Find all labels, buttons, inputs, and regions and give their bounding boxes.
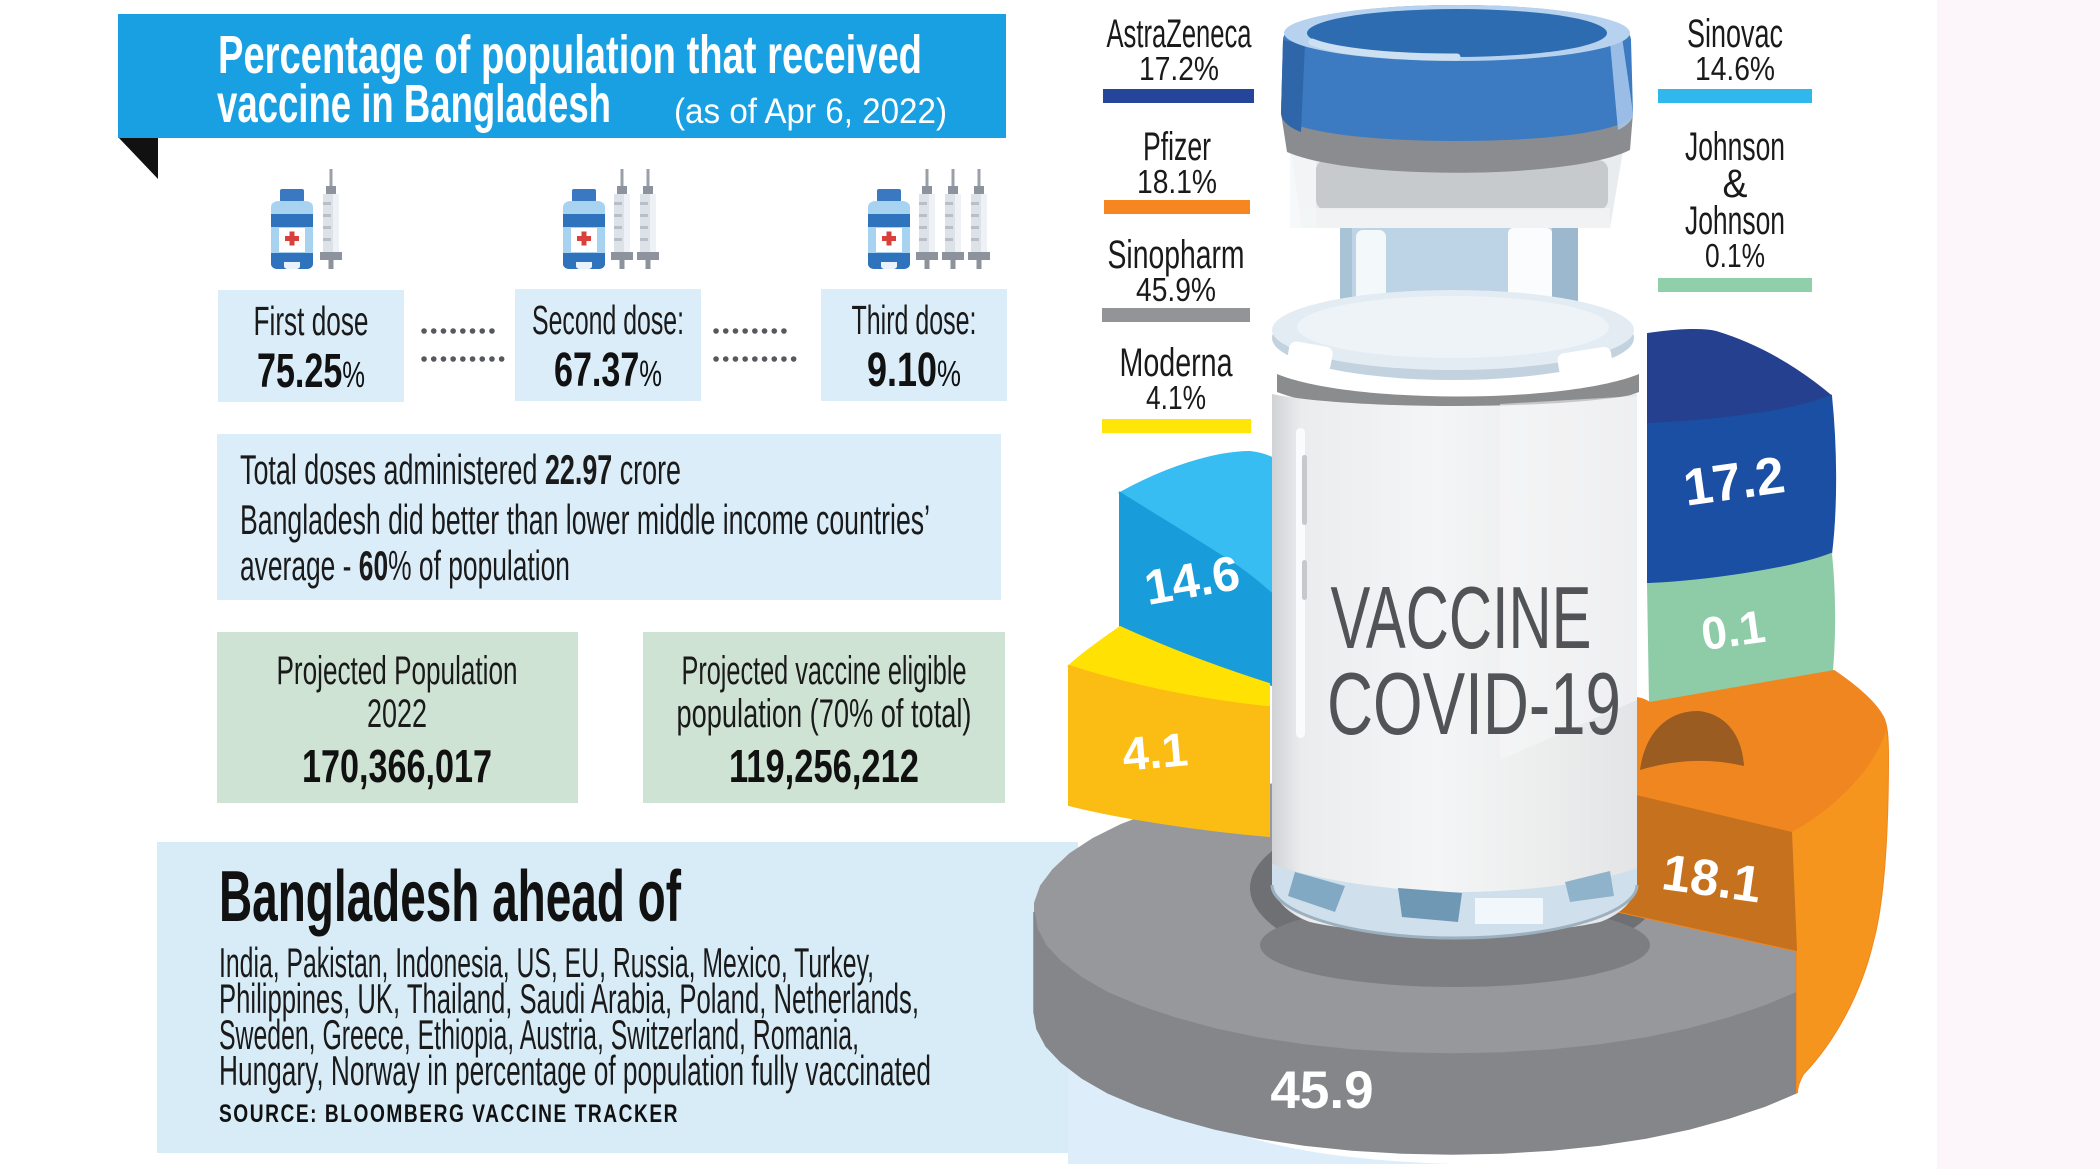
svg-text:9.10%: 9.10% [867,344,961,397]
svg-text:India, Pakistan, Indonesia, US: India, Pakistan, Indonesia, US, EU, Russ… [219,939,874,986]
svg-text:COVID-19: COVID-19 [1327,654,1621,753]
svg-text:0.1%: 0.1% [1705,237,1765,274]
svg-text:Third dose:: Third dose: [852,297,977,343]
svg-text:&: & [1723,162,1748,206]
svg-text:(as of Apr 6, 2022): (as of Apr 6, 2022) [674,92,947,131]
svg-text:SOURCE: BLOOMBERG VACCINE TRAC: SOURCE: BLOOMBERG VACCINE TRACKER [219,1100,679,1128]
svg-text:Pfizer: Pfizer [1143,125,1211,169]
svg-text:Hungary, Norway in percentage: Hungary, Norway in percentage of populat… [219,1047,931,1094]
svg-text:170,366,017: 170,366,017 [302,740,492,792]
svg-text:4.1%: 4.1% [1146,379,1206,416]
svg-text:Johnson: Johnson [1685,199,1785,243]
svg-text:4.1: 4.1 [1120,722,1190,780]
svg-text:0.1: 0.1 [1698,600,1769,660]
svg-text:45.9: 45.9 [1270,1061,1373,1120]
svg-text:18.1: 18.1 [1659,843,1765,913]
svg-text:Sinopharm: Sinopharm [1108,233,1245,277]
svg-text:population (70% of total): population (70% of total) [677,692,972,736]
svg-text:Moderna: Moderna [1120,341,1234,385]
svg-text:Projected Population: Projected Population [277,649,518,693]
svg-text:Second dose:: Second dose: [532,297,684,343]
svg-text:67.37%: 67.37% [554,344,662,397]
svg-text:Percentage of population that: Percentage of population that received [218,25,922,85]
svg-text:Sweden, Greece, Ethiopia, Aust: Sweden, Greece, Ethiopia, Austria, Switz… [219,1011,859,1058]
svg-text:VACCINE: VACCINE [1331,568,1592,667]
svg-text:Total doses administered 22.9: Total doses administered 22.97 crore [240,446,681,493]
svg-text:Bangladesh did better than low: Bangladesh did better than lower middle … [240,496,930,543]
svg-text:14.6%: 14.6% [1695,50,1775,87]
svg-text:Philippines, UK, Thailand, Sau: Philippines, UK, Thailand, Saudi Arabia,… [219,975,919,1022]
svg-text:AstraZeneca: AstraZeneca [1107,12,1252,56]
svg-text:Bangladesh ahead of: Bangladesh ahead of [219,857,682,937]
svg-text:Projected vaccine eligible: Projected vaccine eligible [682,649,967,693]
svg-text:17.2: 17.2 [1680,446,1788,518]
svg-text:Johnson: Johnson [1685,125,1785,169]
svg-text:17.2%: 17.2% [1139,50,1219,87]
svg-text:45.9%: 45.9% [1136,271,1216,308]
svg-text:Sinovac: Sinovac [1687,12,1783,56]
svg-text:18.1%: 18.1% [1137,163,1217,200]
svg-text:119,256,212: 119,256,212 [729,740,919,792]
svg-text:2022: 2022 [367,692,427,736]
svg-text:vaccine in Bangladesh: vaccine in Bangladesh [217,74,611,134]
svg-text:First dose: First dose [254,298,369,344]
svg-text:average - 60% of population: average - 60% of population [240,542,570,589]
svg-text:75.25%: 75.25% [257,345,365,398]
